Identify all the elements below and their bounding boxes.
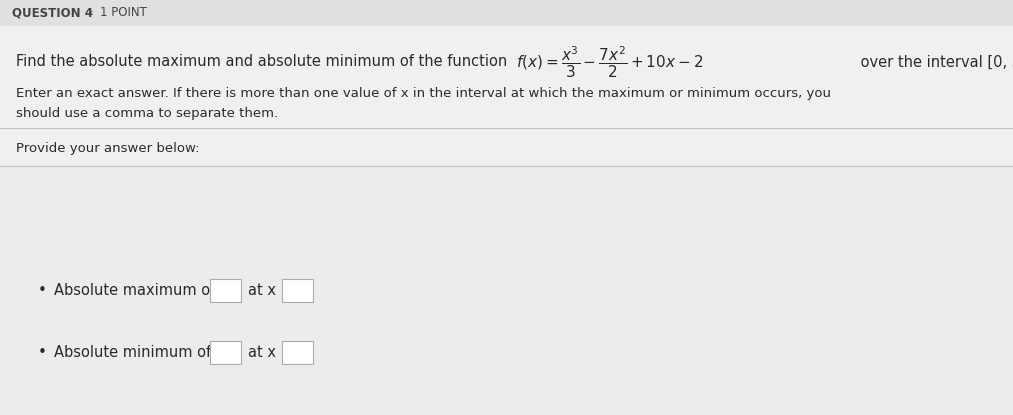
FancyBboxPatch shape xyxy=(0,0,1013,26)
Text: •: • xyxy=(37,344,47,359)
Text: over the interval [0, 3].: over the interval [0, 3]. xyxy=(856,54,1013,69)
Text: ·: · xyxy=(90,7,94,20)
Text: Enter an exact answer. If there is more than one value of x in the interval at w: Enter an exact answer. If there is more … xyxy=(16,86,831,100)
Text: Absolute minimum of: Absolute minimum of xyxy=(54,344,211,359)
FancyBboxPatch shape xyxy=(0,26,1013,415)
Text: at x =: at x = xyxy=(248,344,293,359)
Text: should use a comma to separate them.: should use a comma to separate them. xyxy=(16,107,279,120)
FancyBboxPatch shape xyxy=(210,340,240,364)
Text: Absolute maximum of: Absolute maximum of xyxy=(54,283,215,298)
Text: •: • xyxy=(37,283,47,298)
Text: $f(x) = \dfrac{x^3}{3} - \dfrac{7x^2}{2} + 10x - 2$: $f(x) = \dfrac{x^3}{3} - \dfrac{7x^2}{2}… xyxy=(516,44,703,80)
FancyBboxPatch shape xyxy=(282,340,312,364)
Text: at x =: at x = xyxy=(248,283,293,298)
FancyBboxPatch shape xyxy=(210,278,240,302)
Text: QUESTION 4: QUESTION 4 xyxy=(12,7,93,20)
Text: Find the absolute maximum and absolute minimum of the function: Find the absolute maximum and absolute m… xyxy=(16,54,512,69)
Text: Provide your answer below:: Provide your answer below: xyxy=(16,142,200,154)
FancyBboxPatch shape xyxy=(0,166,1013,415)
FancyBboxPatch shape xyxy=(282,278,312,302)
Text: 1 POINT: 1 POINT xyxy=(100,7,147,20)
